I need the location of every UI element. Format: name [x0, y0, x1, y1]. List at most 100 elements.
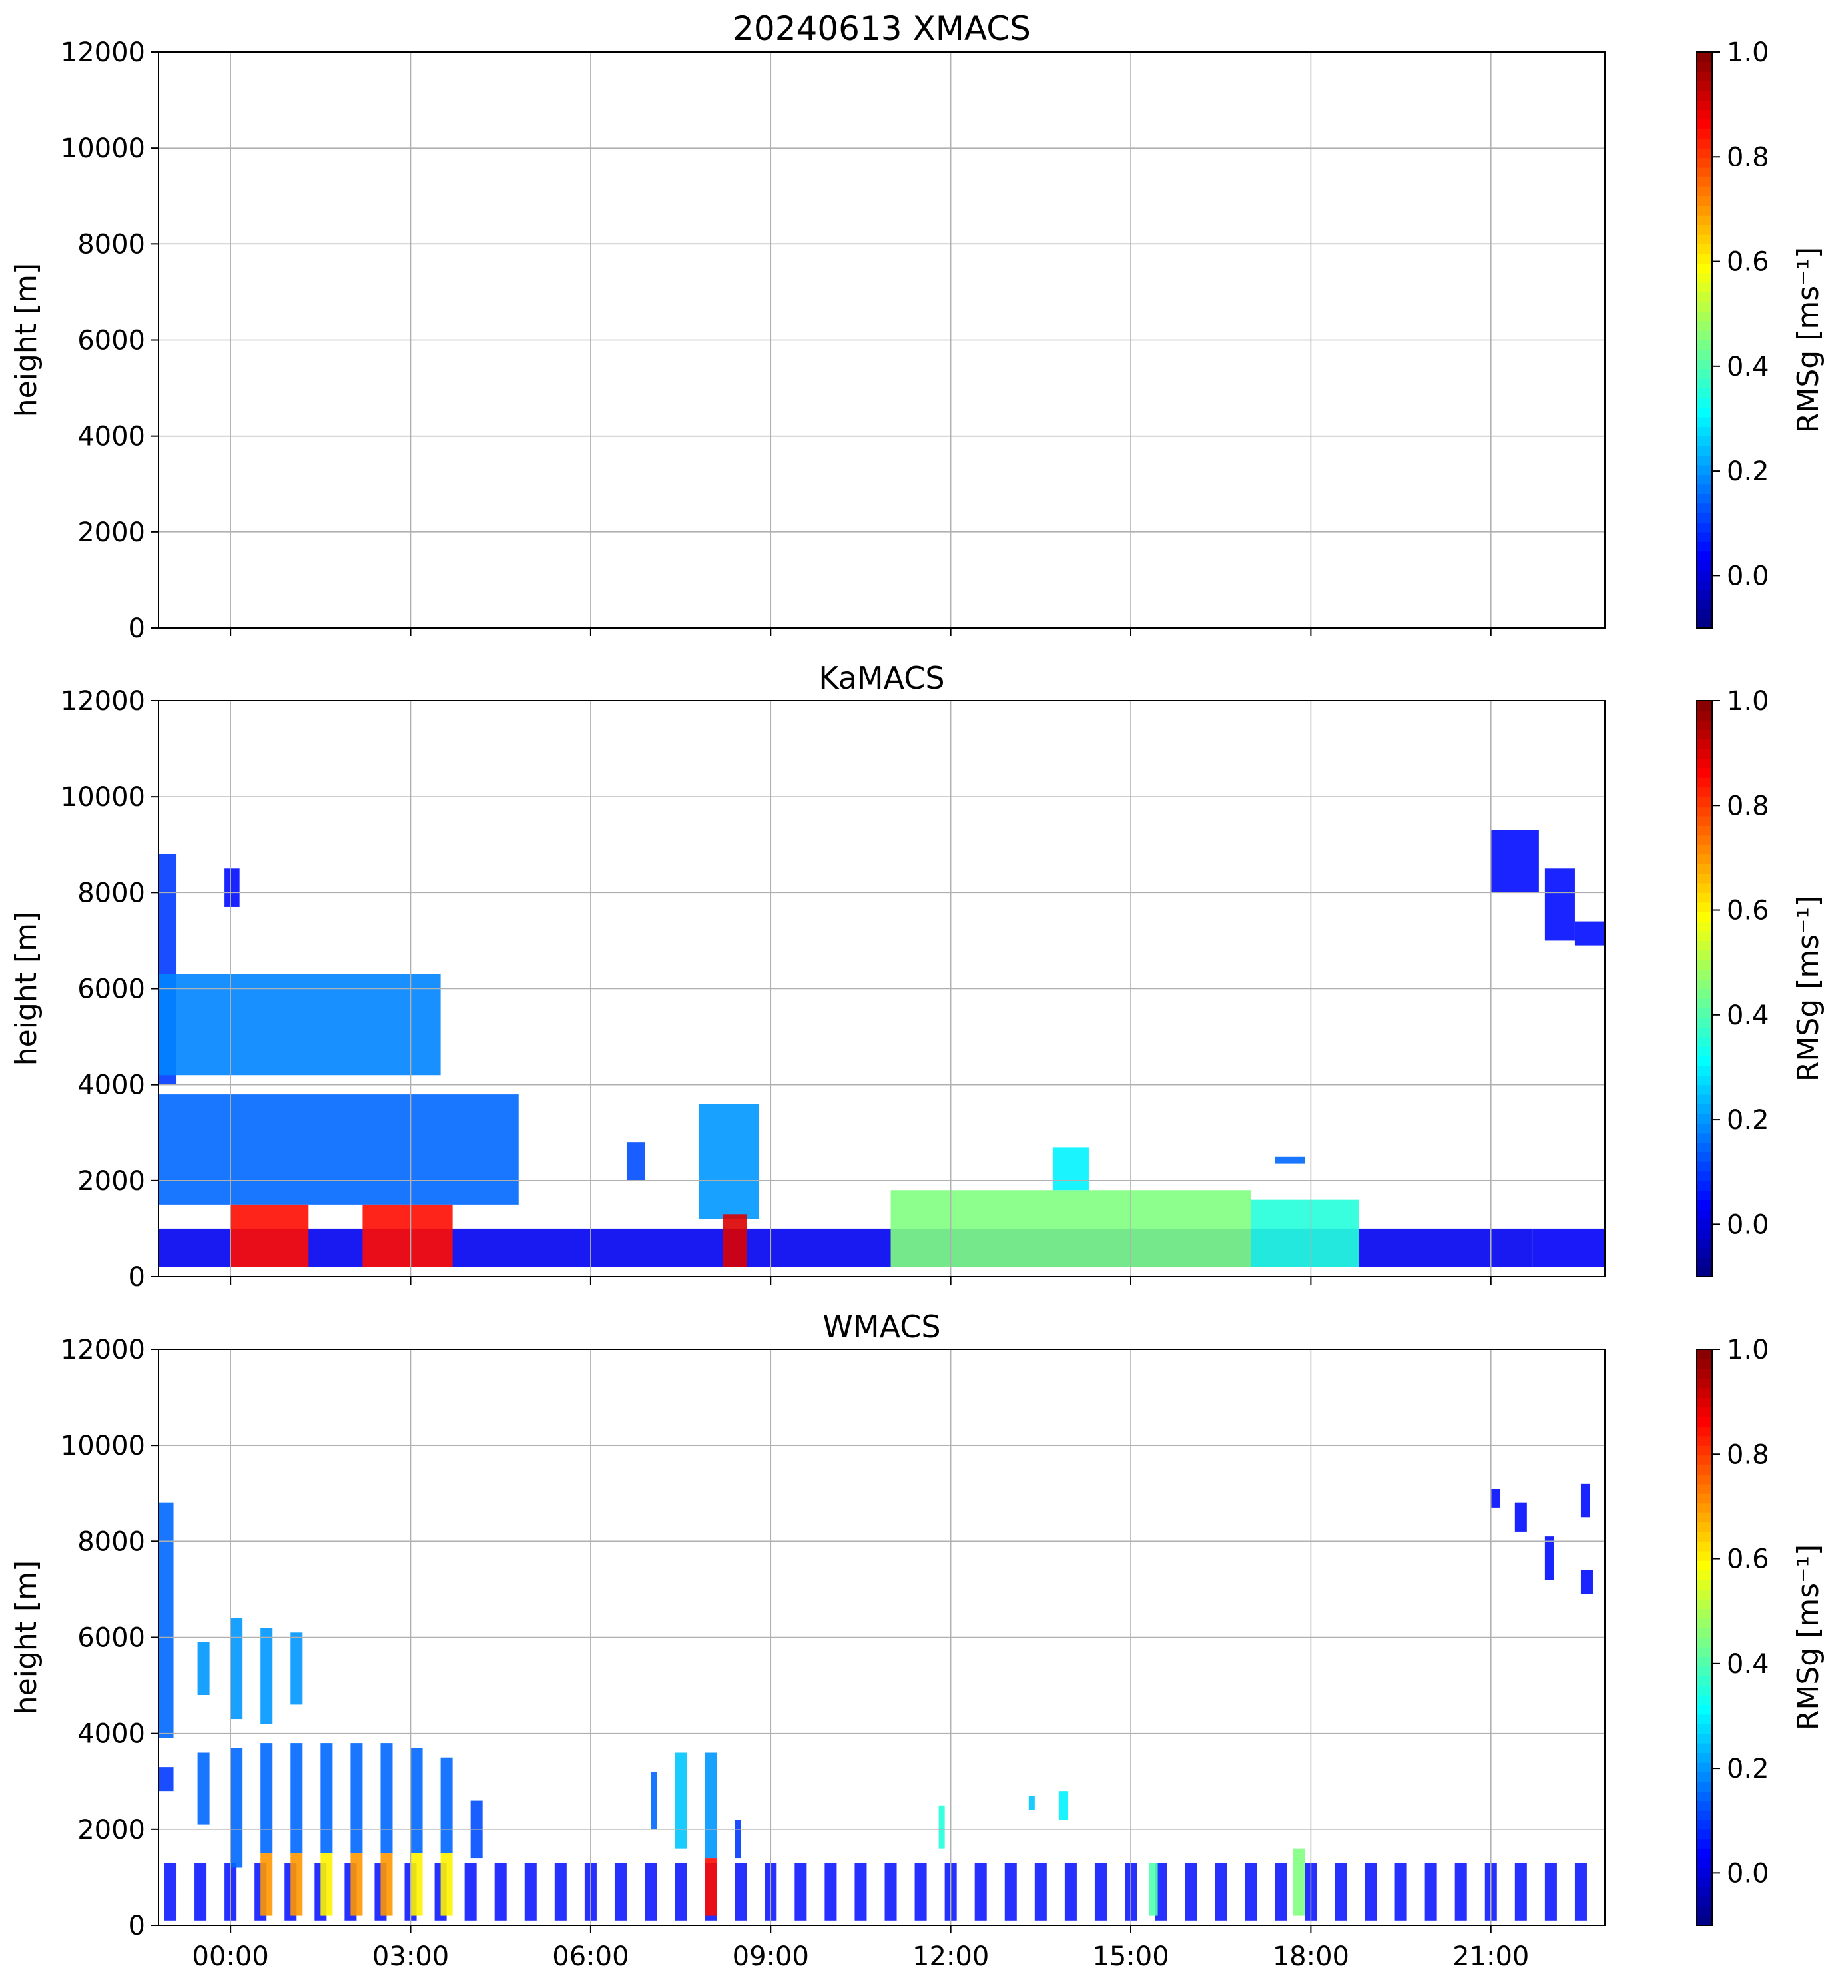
colorbar-segment — [1697, 1017, 1712, 1028]
colorbar-segment — [1697, 416, 1712, 427]
colorbar-segment — [1697, 1046, 1712, 1057]
y-axis-label: height [m] — [9, 912, 43, 1066]
colorbar-segment — [1697, 998, 1712, 1008]
colorbar-segment — [1697, 882, 1712, 893]
colorbar-segment — [1697, 81, 1712, 91]
colorbar-segment — [1697, 1132, 1712, 1143]
y-tick-label: 2000 — [77, 1815, 145, 1845]
data-cell — [164, 1863, 177, 1921]
chart-panel-3: 0 2000 4000 6000 8000 10000 12000 00:00 03:00 06:… — [9, 1309, 1825, 1972]
colorbar-segment — [1697, 1829, 1712, 1839]
colorbar-segment — [1697, 854, 1712, 864]
colorbar-segment — [1697, 1743, 1712, 1754]
colorbar-tick-label: 0.2 — [1727, 1754, 1769, 1784]
colorbar-segment — [1697, 119, 1712, 129]
colorbar-segment — [1697, 787, 1712, 797]
colorbar-segment — [1697, 215, 1712, 226]
colorbar-segment — [1697, 1368, 1712, 1379]
colorbar-segment — [1697, 1502, 1712, 1513]
colorbar-segment — [1697, 1541, 1712, 1552]
colorbar-segment — [1697, 561, 1712, 571]
data-cell — [380, 1743, 393, 1853]
colorbar-segment — [1697, 1704, 1712, 1715]
colorbar-tick-label: 0.8 — [1727, 791, 1769, 821]
colorbar-segment — [1697, 979, 1712, 990]
data-cell — [158, 974, 441, 1076]
colorbar-segment — [1697, 1877, 1712, 1887]
x-tick-label: 21:00 — [1452, 1941, 1529, 1972]
y-tick-label: 8000 — [77, 229, 145, 260]
colorbar-segment — [1697, 301, 1712, 312]
colorbar-segment — [1697, 618, 1712, 629]
colorbar-segment — [1697, 1570, 1712, 1580]
colorbar-segment — [1697, 61, 1712, 72]
colorbar-tick-label: 0.8 — [1727, 142, 1769, 172]
data-cell — [1275, 1863, 1287, 1921]
colorbar-segment — [1697, 1257, 1712, 1268]
colorbar-segment — [1697, 1858, 1712, 1869]
colorbar-segment — [1697, 988, 1712, 999]
data-cell — [794, 1863, 807, 1921]
data-cell — [675, 1863, 687, 1921]
colorbar-segment — [1697, 1123, 1712, 1134]
y-tick-label: 10000 — [61, 1431, 145, 1461]
y-tick-label: 4000 — [77, 422, 145, 452]
colorbar-segment — [1697, 1359, 1712, 1369]
data-cell — [645, 1863, 657, 1921]
colorbar-segment — [1697, 1598, 1712, 1609]
y-tick-label: 0 — [129, 1262, 145, 1293]
colorbar-segment — [1697, 541, 1712, 552]
data-cell — [320, 1853, 333, 1916]
colorbar-segment — [1697, 864, 1712, 874]
data-cell — [1028, 1796, 1035, 1810]
colorbar-segment — [1697, 205, 1712, 216]
colorbar-segment — [1697, 1171, 1712, 1181]
colorbar-segment — [1697, 551, 1712, 561]
colorbar-segment — [1697, 1113, 1712, 1124]
colorbar-segment — [1697, 196, 1712, 206]
data-cell — [1574, 1863, 1587, 1921]
x-tick-label: 15:00 — [1092, 1941, 1169, 1972]
data-cell — [1251, 1199, 1359, 1267]
colorbar-label: RMSg [ms⁻¹] — [1791, 896, 1825, 1082]
data-cell — [158, 1094, 519, 1205]
colorbar-segment — [1697, 1656, 1712, 1667]
y-tick-label: 10000 — [61, 782, 145, 813]
colorbar-segment — [1697, 1580, 1712, 1590]
colorbar-segment — [1697, 1065, 1712, 1076]
colorbar-segment — [1697, 292, 1712, 302]
data-cell — [1490, 830, 1539, 893]
y-axis-label: height [m] — [9, 1560, 43, 1714]
colorbar-segment — [1697, 407, 1712, 418]
colorbar-segment — [1697, 1228, 1712, 1239]
colorbar-segment — [1697, 129, 1712, 139]
colorbar-segment — [1697, 1190, 1712, 1201]
chart-panel-2: 0 2000 4000 6000 8000 10000 12000 height [m] KaM… — [9, 660, 1825, 1293]
colorbar-segment — [1697, 1387, 1712, 1398]
colorbar-segment — [1697, 1349, 1712, 1360]
colorbar-segment — [1697, 1435, 1712, 1446]
data-cell — [1490, 1489, 1500, 1508]
colorbar-segment — [1697, 272, 1712, 283]
colorbar-segment — [1697, 1512, 1712, 1523]
y-tick-label: 0 — [129, 1911, 145, 1941]
colorbar-segment — [1697, 912, 1712, 922]
colorbar-segment — [1697, 599, 1712, 609]
colorbar-segment — [1697, 388, 1712, 398]
colorbar-label: RMSg [ms⁻¹] — [1791, 1544, 1825, 1730]
colorbar-frame — [1696, 700, 1713, 1277]
colorbar-segment — [1697, 186, 1712, 196]
colorbar-tick-label: 0.4 — [1727, 1000, 1769, 1031]
colorbar-segment — [1697, 1628, 1712, 1638]
colorbar-segment — [1697, 1247, 1712, 1258]
colorbar-segment — [1697, 330, 1712, 341]
colorbar-tick-label: 0.0 — [1727, 1209, 1769, 1240]
x-tick-label: 18:00 — [1273, 1941, 1349, 1972]
colorbar-segment — [1697, 1896, 1712, 1907]
colorbar-segment — [1697, 1752, 1712, 1763]
data-cell — [464, 1863, 477, 1921]
colorbar-segment — [1697, 710, 1712, 721]
y-tick-label: 12000 — [61, 1335, 145, 1365]
data-cell — [1034, 1863, 1047, 1921]
data-cell — [1514, 1502, 1527, 1532]
